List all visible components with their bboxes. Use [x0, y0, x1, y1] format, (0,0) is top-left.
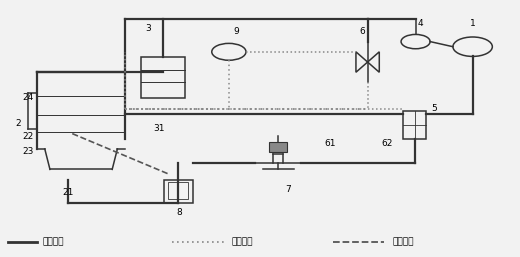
Text: 24: 24 — [22, 93, 34, 102]
Bar — [164, 180, 192, 203]
Text: 22: 22 — [22, 132, 34, 141]
Text: 62: 62 — [381, 139, 393, 148]
Bar — [269, 142, 288, 152]
Text: 4: 4 — [418, 19, 424, 28]
Text: 5: 5 — [431, 104, 437, 113]
Text: 低温气路: 低温气路 — [42, 238, 63, 247]
Text: 2: 2 — [16, 119, 21, 128]
Bar — [402, 111, 426, 139]
Text: 高温气路: 高温气路 — [231, 238, 253, 247]
Bar — [141, 57, 185, 98]
Bar — [168, 182, 188, 199]
Text: 1: 1 — [470, 19, 475, 28]
Text: 6: 6 — [359, 27, 365, 36]
Text: 3: 3 — [146, 24, 151, 33]
Text: 8: 8 — [177, 208, 183, 217]
Text: 机油回路: 机油回路 — [392, 238, 414, 247]
Text: 31: 31 — [153, 124, 165, 133]
Text: 7: 7 — [285, 185, 291, 194]
Text: 9: 9 — [234, 27, 240, 36]
Text: 23: 23 — [22, 147, 34, 156]
Text: 61: 61 — [324, 139, 336, 148]
Text: 21: 21 — [62, 188, 74, 197]
